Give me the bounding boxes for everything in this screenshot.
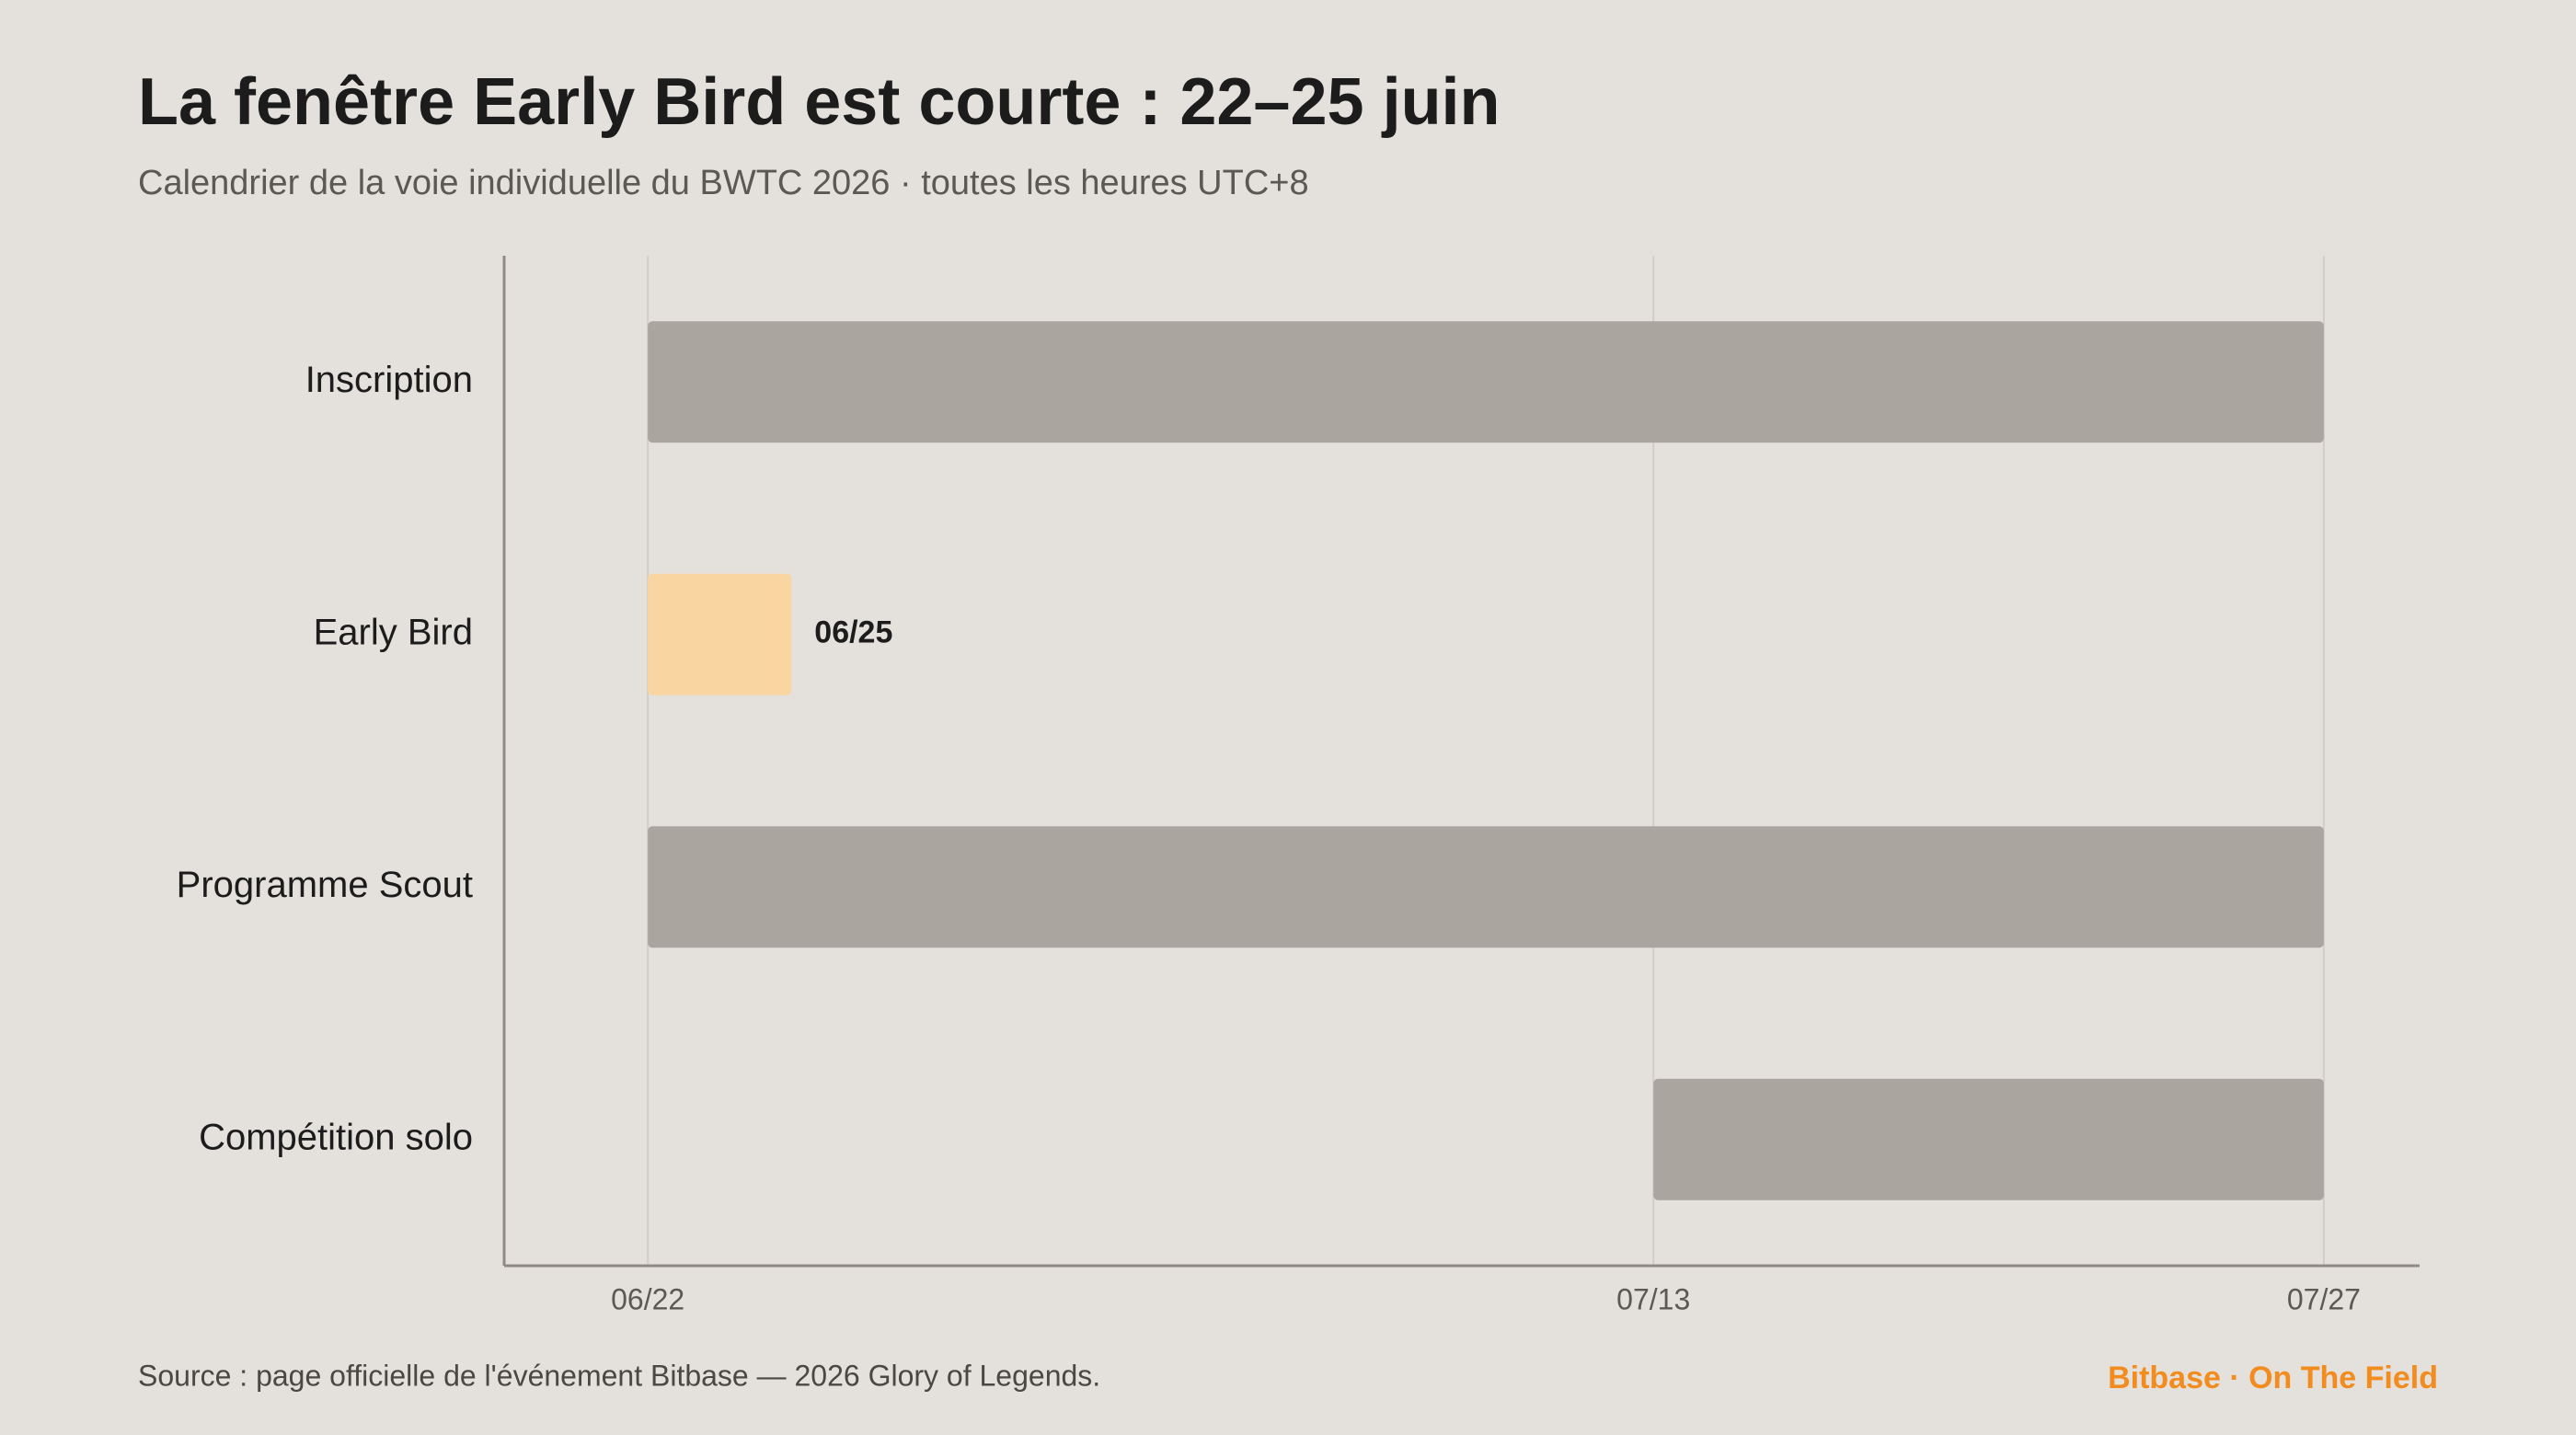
brand: Bitbase · On The Field: [2108, 1360, 2438, 1395]
bar: [648, 573, 792, 695]
bar: [648, 826, 2324, 948]
bar: [648, 321, 2324, 443]
x-tick-label: 07/27: [2287, 1282, 2361, 1315]
chart-title: La fenêtre Early Bird est courte : 22–25…: [138, 65, 1501, 139]
y-tick-label: Compétition solo: [199, 1117, 473, 1157]
y-tick-label: Early Bird: [314, 612, 473, 652]
bar: [1653, 1078, 2324, 1200]
data-label: 06/25: [814, 615, 892, 650]
chart-subtitle: Calendrier de la voie individuelle du BW…: [138, 164, 1309, 202]
y-tick-label: Programme Scout: [177, 865, 473, 905]
x-tick-label: 07/13: [1616, 1282, 1690, 1315]
y-tick-label: Inscription: [305, 360, 473, 400]
source-note: Source : page officielle de l'événement …: [138, 1359, 1100, 1392]
x-tick-label: 06/22: [611, 1282, 684, 1315]
